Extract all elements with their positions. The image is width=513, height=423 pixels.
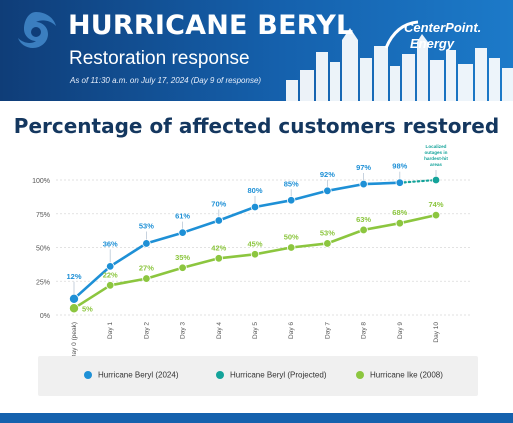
centerpoint-logo: CenterPoint. Energy <box>380 18 500 58</box>
legend-item-beryl-2024: Hurricane Beryl (2024) <box>84 370 178 382</box>
point-ike-2008 <box>69 303 80 314</box>
point-ike-2008 <box>105 281 115 290</box>
point-beryl-2024 <box>359 179 368 189</box>
point-beryl-projected <box>431 175 441 185</box>
point-ike-2008 <box>431 210 441 220</box>
point-ike-2008 <box>214 254 223 263</box>
data-label-beryl-2024: 36% <box>103 239 118 248</box>
y-tick-label: 100% <box>32 178 50 185</box>
data-label-ike-2008: 68% <box>392 208 407 217</box>
legend-marker-ike-2008 <box>356 370 364 379</box>
point-ike-2008 <box>323 239 332 248</box>
legend-label-beryl-projected: Hurricane Beryl (Projected) <box>230 370 327 380</box>
x-tick-label: Day 7 <box>324 322 331 339</box>
hurricane-icon <box>18 12 56 48</box>
restoration-chart: 0% 25% 50% 75% 100% Day 0 (peak) Day 1 Day 2 Day… <box>32 144 470 356</box>
point-ike-2008 <box>287 243 296 252</box>
x-tick-label: Day 8 <box>361 322 368 339</box>
annotation-text: outages in <box>425 150 448 155</box>
data-label-beryl-2024: 53% <box>139 221 154 230</box>
footer-bar <box>0 413 513 423</box>
header-subtitle: Restoration response <box>69 48 250 69</box>
x-tick-label: Day 10 <box>433 322 440 343</box>
point-beryl-2024 <box>214 216 223 225</box>
chart-legend: Hurricane Beryl (2024) Hurricane Beryl (… <box>38 356 478 396</box>
y-tick-label: 50% <box>36 246 50 253</box>
data-label-beryl-2024: 97% <box>356 163 371 172</box>
point-ike-2008 <box>359 225 368 235</box>
data-label-ike-2008: 53% <box>320 228 335 237</box>
point-ike-2008 <box>142 274 151 283</box>
annotation-text: areas <box>430 162 442 167</box>
data-label-ike-2008: 5% <box>82 304 93 313</box>
data-label-ike-2008: 35% <box>175 253 190 262</box>
x-tick-label: Day 1 <box>107 322 114 339</box>
x-tick-label: Day 2 <box>143 322 150 339</box>
point-beryl-2024 <box>142 239 151 248</box>
data-label-beryl-2024: 85% <box>284 179 299 188</box>
x-tick-label: Day 9 <box>397 322 404 339</box>
legend-label-beryl-2024: Hurricane Beryl (2024) <box>98 370 179 380</box>
data-label-beryl-2024: 61% <box>175 212 190 221</box>
legend-marker-beryl-projected <box>216 370 224 379</box>
point-beryl-2024 <box>287 196 296 205</box>
point-beryl-2024 <box>395 178 404 187</box>
point-beryl-2024 <box>323 186 332 195</box>
data-label-beryl-2024: 98% <box>392 162 407 171</box>
data-label-ike-2008: 74% <box>428 200 443 209</box>
data-label-ike-2008: 22% <box>103 270 118 279</box>
data-label-beryl-2024: 80% <box>247 186 262 195</box>
data-label-ike-2008: 50% <box>284 233 299 242</box>
data-label-ike-2008: 27% <box>139 264 154 273</box>
y-tick-label: 0% <box>40 313 50 320</box>
x-tick-label: Day 4 <box>216 322 223 339</box>
point-ike-2008 <box>250 250 260 259</box>
header-banner: HURRICANE BERYL Restoration response As … <box>0 0 513 101</box>
data-label-ike-2008: 63% <box>356 215 371 224</box>
line-beryl-2024 <box>73 181 400 300</box>
annotation-text: hardest-hit <box>424 156 448 161</box>
annotation-text: Localized <box>426 144 447 149</box>
x-tick-label: Day 0 (peak) <box>71 322 78 356</box>
data-label-beryl-2024: 92% <box>320 170 335 179</box>
legend-label-ike-2008: Hurricane Ike (2008) <box>370 370 443 380</box>
data-label-beryl-2024: 12% <box>66 272 81 281</box>
header-title: HURRICANE BERYL <box>68 10 354 41</box>
logo-text-top: CenterPoint. <box>404 20 482 35</box>
logo-text-bottom: Energy <box>410 36 455 51</box>
logo-swoosh-icon <box>384 20 419 49</box>
x-tick-label: Day 5 <box>252 322 259 339</box>
legend-item-beryl-projected: Hurricane Beryl (Projected) <box>216 370 326 382</box>
y-tick-label: 75% <box>36 212 50 219</box>
data-label-beryl-2024: 70% <box>211 200 226 209</box>
city-skyline-graphic <box>286 28 513 101</box>
line-beryl-projected <box>398 178 438 184</box>
data-label-ike-2008: 45% <box>247 239 262 248</box>
legend-item-ike-2008: Hurricane Ike (2008) <box>356 370 443 382</box>
point-beryl-2024 <box>178 228 187 237</box>
point-beryl-2024 <box>250 202 260 212</box>
line-ike-2008 <box>73 213 437 310</box>
x-tick-label: Day 6 <box>288 322 295 339</box>
point-ike-2008 <box>178 263 187 272</box>
as-of-timestamp: As of 11:30 a.m. on July 17, 2024 (Day 9… <box>70 76 262 85</box>
point-beryl-2024 <box>105 262 115 271</box>
chart-title: Percentage of affected customers restore… <box>13 114 500 138</box>
legend-marker-beryl-2024 <box>84 370 92 379</box>
x-tick-label: Day 3 <box>180 322 187 339</box>
point-beryl-2024 <box>69 293 80 304</box>
data-label-ike-2008: 42% <box>211 243 226 252</box>
y-tick-label: 25% <box>36 279 50 286</box>
point-ike-2008 <box>395 218 404 228</box>
